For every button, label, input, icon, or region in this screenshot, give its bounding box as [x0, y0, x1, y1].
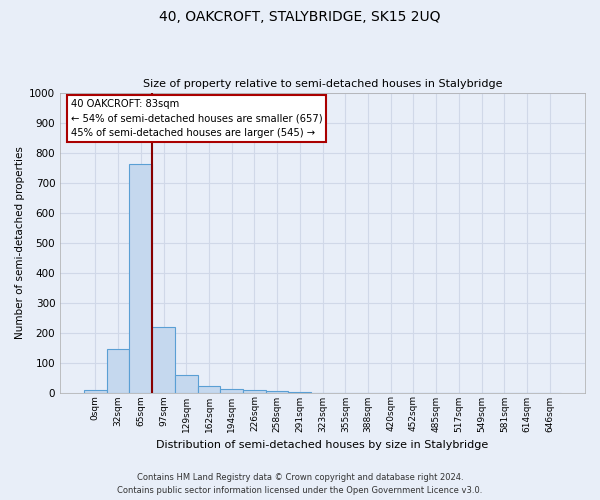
X-axis label: Distribution of semi-detached houses by size in Stalybridge: Distribution of semi-detached houses by …	[157, 440, 489, 450]
Bar	[197, 386, 220, 392]
Bar	[243, 390, 266, 392]
Y-axis label: Number of semi-detached properties: Number of semi-detached properties	[15, 146, 25, 339]
Text: Contains HM Land Registry data © Crown copyright and database right 2024.
Contai: Contains HM Land Registry data © Crown c…	[118, 474, 482, 495]
Bar	[175, 376, 197, 392]
Bar	[107, 349, 130, 393]
Bar	[152, 327, 175, 392]
Bar	[84, 390, 107, 392]
Bar	[266, 391, 289, 392]
Bar	[130, 164, 152, 392]
Title: Size of property relative to semi-detached houses in Stalybridge: Size of property relative to semi-detach…	[143, 79, 502, 89]
Text: 40, OAKCROFT, STALYBRIDGE, SK15 2UQ: 40, OAKCROFT, STALYBRIDGE, SK15 2UQ	[159, 10, 441, 24]
Bar	[220, 388, 243, 392]
Text: 40 OAKCROFT: 83sqm
← 54% of semi-detached houses are smaller (657)
45% of semi-d: 40 OAKCROFT: 83sqm ← 54% of semi-detache…	[71, 98, 322, 138]
